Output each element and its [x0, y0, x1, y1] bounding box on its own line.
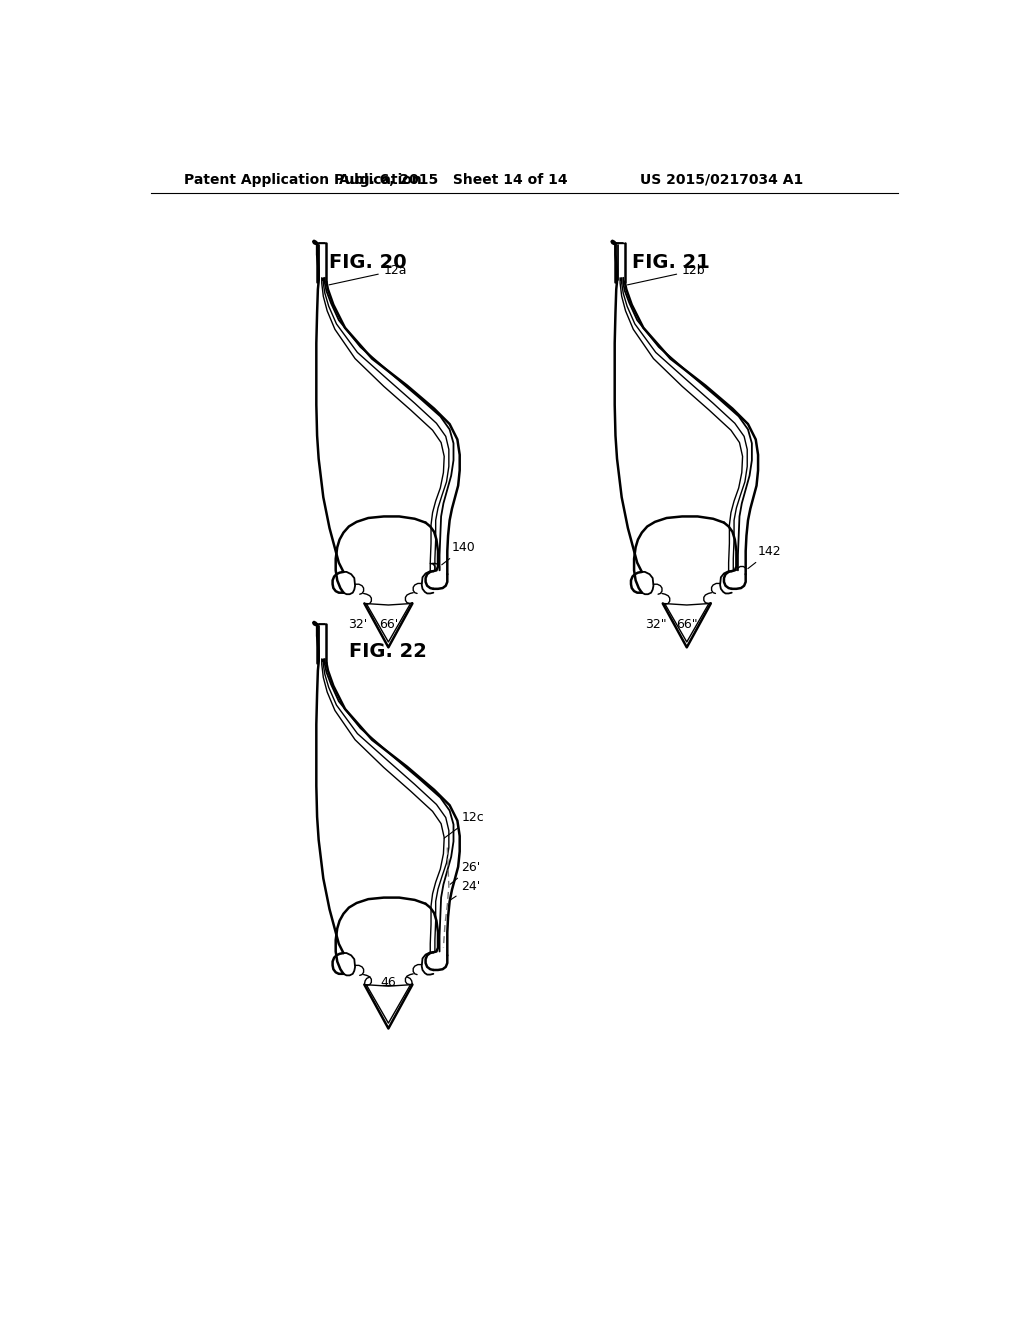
Text: 32": 32"	[645, 618, 667, 631]
Text: 66': 66'	[379, 618, 398, 631]
Text: 12a: 12a	[329, 264, 408, 285]
Text: Patent Application Publication: Patent Application Publication	[183, 173, 422, 187]
Text: FIG. 22: FIG. 22	[349, 642, 427, 661]
Text: 12c: 12c	[444, 810, 484, 838]
Text: 32': 32'	[348, 618, 367, 631]
Text: 12b: 12b	[628, 264, 706, 285]
Text: 46: 46	[381, 975, 396, 989]
Text: Aug. 6, 2015   Sheet 14 of 14: Aug. 6, 2015 Sheet 14 of 14	[339, 173, 568, 187]
Text: 24': 24'	[451, 880, 480, 900]
Text: 26': 26'	[451, 861, 480, 884]
Text: 142: 142	[748, 545, 781, 569]
Text: 66": 66"	[676, 618, 697, 631]
Text: FIG. 20: FIG. 20	[330, 253, 408, 272]
Text: FIG. 21: FIG. 21	[632, 253, 710, 272]
Text: 140: 140	[441, 541, 476, 565]
Text: US 2015/0217034 A1: US 2015/0217034 A1	[640, 173, 803, 187]
